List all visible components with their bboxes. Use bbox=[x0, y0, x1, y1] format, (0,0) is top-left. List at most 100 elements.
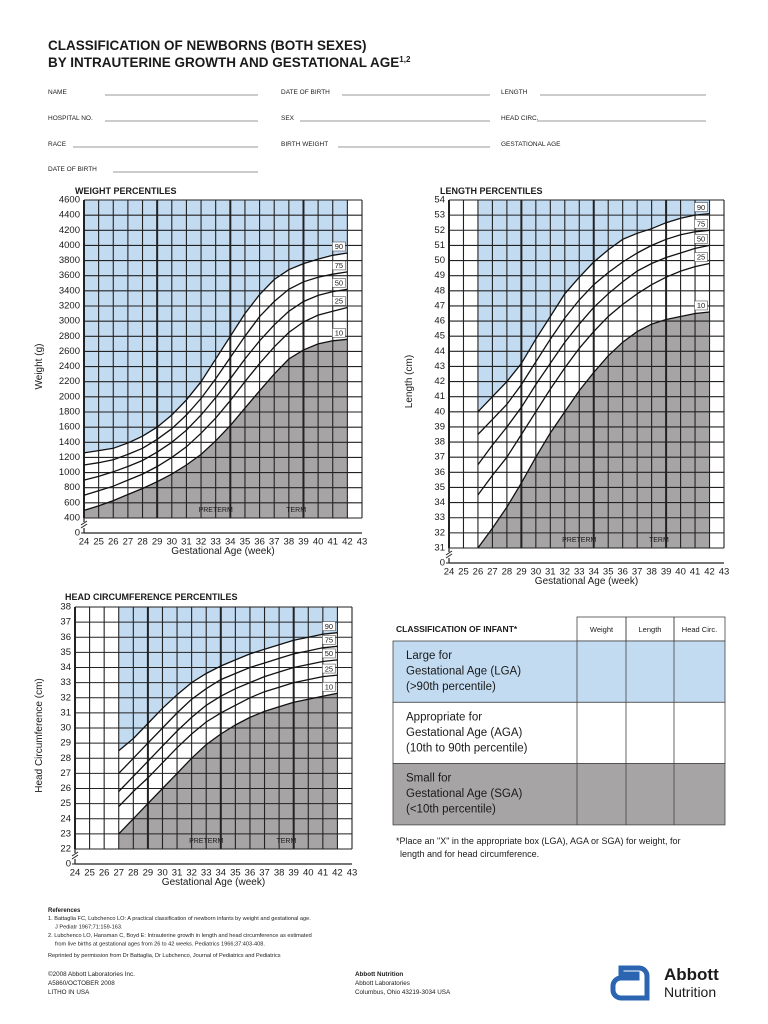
percentile-label: 75 bbox=[325, 636, 333, 645]
table-row bbox=[392, 763, 726, 826]
y-tick-label: 24 bbox=[60, 813, 71, 824]
chart-title: HEAD CIRCUMFERENCE PERCENTILES bbox=[65, 592, 238, 602]
x-tick-label: 38 bbox=[284, 537, 295, 548]
y-tick-label: 52 bbox=[434, 225, 445, 236]
percentile-label: 25 bbox=[325, 664, 333, 673]
footer-left: A5860/OCTOBER 2008 bbox=[48, 980, 115, 987]
x-tick-label: 31 bbox=[545, 567, 556, 578]
percentile-line bbox=[83, 252, 348, 454]
row-label: Gestational Age (AGA) bbox=[406, 727, 523, 739]
table-row bbox=[392, 701, 726, 764]
x-tick-label: 36 bbox=[254, 537, 265, 548]
percentile-line bbox=[83, 288, 348, 481]
x-tick-label: 40 bbox=[313, 537, 324, 548]
y-tick-label: 1600 bbox=[59, 422, 80, 433]
x-tick-label: 25 bbox=[84, 868, 95, 879]
percentile-line bbox=[83, 306, 348, 496]
form-label: RACE bbox=[48, 141, 67, 148]
percentile-line bbox=[118, 659, 338, 792]
y-tick-label: 51 bbox=[434, 240, 445, 251]
footer-middle: Columbus, Ohio 43219-3034 USA bbox=[355, 989, 451, 996]
x-tick-label: 35 bbox=[603, 567, 614, 578]
percentile-label-bg bbox=[694, 219, 708, 229]
percentile-label: 75 bbox=[335, 261, 343, 270]
axis-break bbox=[71, 854, 79, 860]
x-tick-label: 30 bbox=[531, 567, 542, 578]
row-label: Gestational Age (LGA) bbox=[406, 666, 521, 678]
x-tick-label: 26 bbox=[99, 868, 110, 879]
percentile-label: 90 bbox=[697, 203, 705, 212]
logo-shape bbox=[610, 965, 650, 1001]
annotation: TERM bbox=[276, 838, 296, 845]
y-tick-label: 37 bbox=[60, 617, 71, 628]
x-tick-label: 34 bbox=[588, 567, 599, 578]
axis-break bbox=[445, 550, 453, 556]
y-tick-label: 2000 bbox=[59, 391, 80, 402]
x-axis-label: Gestational Age (week) bbox=[171, 546, 274, 557]
percentile-line bbox=[118, 674, 338, 808]
y-tick-label: 3200 bbox=[59, 301, 80, 312]
y-tick-label: 32 bbox=[434, 527, 445, 538]
y-tick-label: 33 bbox=[60, 677, 71, 688]
y-tick-label: 35 bbox=[60, 647, 71, 658]
percentile-label: 25 bbox=[697, 253, 705, 262]
y-tick-label: 31 bbox=[60, 707, 71, 718]
upper-region bbox=[118, 607, 338, 751]
y-axis-label: Head Circumference (cm) bbox=[34, 678, 45, 792]
abbott-logo-icon bbox=[610, 965, 650, 1001]
row-label: (10th to 90th percentile) bbox=[406, 742, 528, 754]
form-label: GESTATIONAL AGE bbox=[501, 141, 561, 148]
y-tick-label: 39 bbox=[434, 421, 445, 432]
y-tick-label: 2800 bbox=[59, 331, 80, 342]
row-label: Appropriate for bbox=[406, 711, 482, 723]
x-tick-label: 41 bbox=[690, 567, 701, 578]
reference-line: from live births at gestational ages fro… bbox=[55, 942, 265, 948]
x-tick-label: 35 bbox=[230, 868, 241, 879]
x-tick-label: 43 bbox=[719, 567, 730, 578]
percentile-line bbox=[118, 632, 338, 752]
y-tick-label: 1400 bbox=[59, 437, 80, 448]
y-tick-label: 49 bbox=[434, 270, 445, 281]
row-label: (>90th percentile) bbox=[406, 681, 496, 693]
y-tick-label: 54 bbox=[434, 195, 445, 206]
x-tick-label: 28 bbox=[502, 567, 513, 578]
form-label: DATE OF BIRTH bbox=[48, 166, 97, 173]
x-tick-label: 31 bbox=[181, 537, 192, 548]
logo-division: Nutrition bbox=[664, 984, 716, 1000]
row-label: Gestational Age (SGA) bbox=[406, 788, 523, 800]
table-row bbox=[392, 640, 726, 703]
y-tick-label: 46 bbox=[434, 316, 445, 327]
table-header bbox=[576, 616, 726, 642]
x-tick-label: 42 bbox=[332, 868, 343, 879]
x-tick-label: 35 bbox=[240, 537, 251, 548]
percentile-line bbox=[477, 229, 710, 435]
x-tick-label: 29 bbox=[516, 567, 527, 578]
axis-break bbox=[71, 851, 79, 857]
row-label: Large for bbox=[406, 650, 452, 662]
y-tick-label: 38 bbox=[60, 602, 71, 613]
x-tick-label: 26 bbox=[473, 567, 484, 578]
y-tick-label: 45 bbox=[434, 331, 445, 342]
axis-break bbox=[80, 520, 88, 526]
y-tick-label: 38 bbox=[434, 437, 445, 448]
superscript: 1,2 bbox=[399, 55, 411, 64]
y-tick-label: 50 bbox=[434, 255, 445, 266]
column-header: Head Circ. bbox=[682, 625, 717, 634]
y-tick-label: 33 bbox=[434, 512, 445, 523]
form-label: LENGTH bbox=[501, 89, 528, 96]
percentile-label-bg bbox=[694, 202, 708, 212]
percentile-label: 10 bbox=[697, 301, 705, 310]
x-tick-label: 27 bbox=[123, 537, 134, 548]
x-axis-label: Gestational Age (week) bbox=[162, 877, 265, 888]
form-label: HOSPITAL NO. bbox=[48, 115, 93, 122]
footer-left: LITHO IN USA bbox=[48, 989, 90, 996]
percentile-line bbox=[477, 244, 710, 466]
percentile-line bbox=[118, 645, 338, 774]
form-label: BIRTH WEIGHT bbox=[281, 141, 328, 148]
percentile-label-bg bbox=[332, 241, 346, 252]
percentile-label-bg bbox=[332, 278, 346, 288]
y-tick-label: 1000 bbox=[59, 467, 80, 478]
x-tick-label: 38 bbox=[274, 868, 285, 879]
y-tick-label: 4400 bbox=[59, 210, 80, 221]
